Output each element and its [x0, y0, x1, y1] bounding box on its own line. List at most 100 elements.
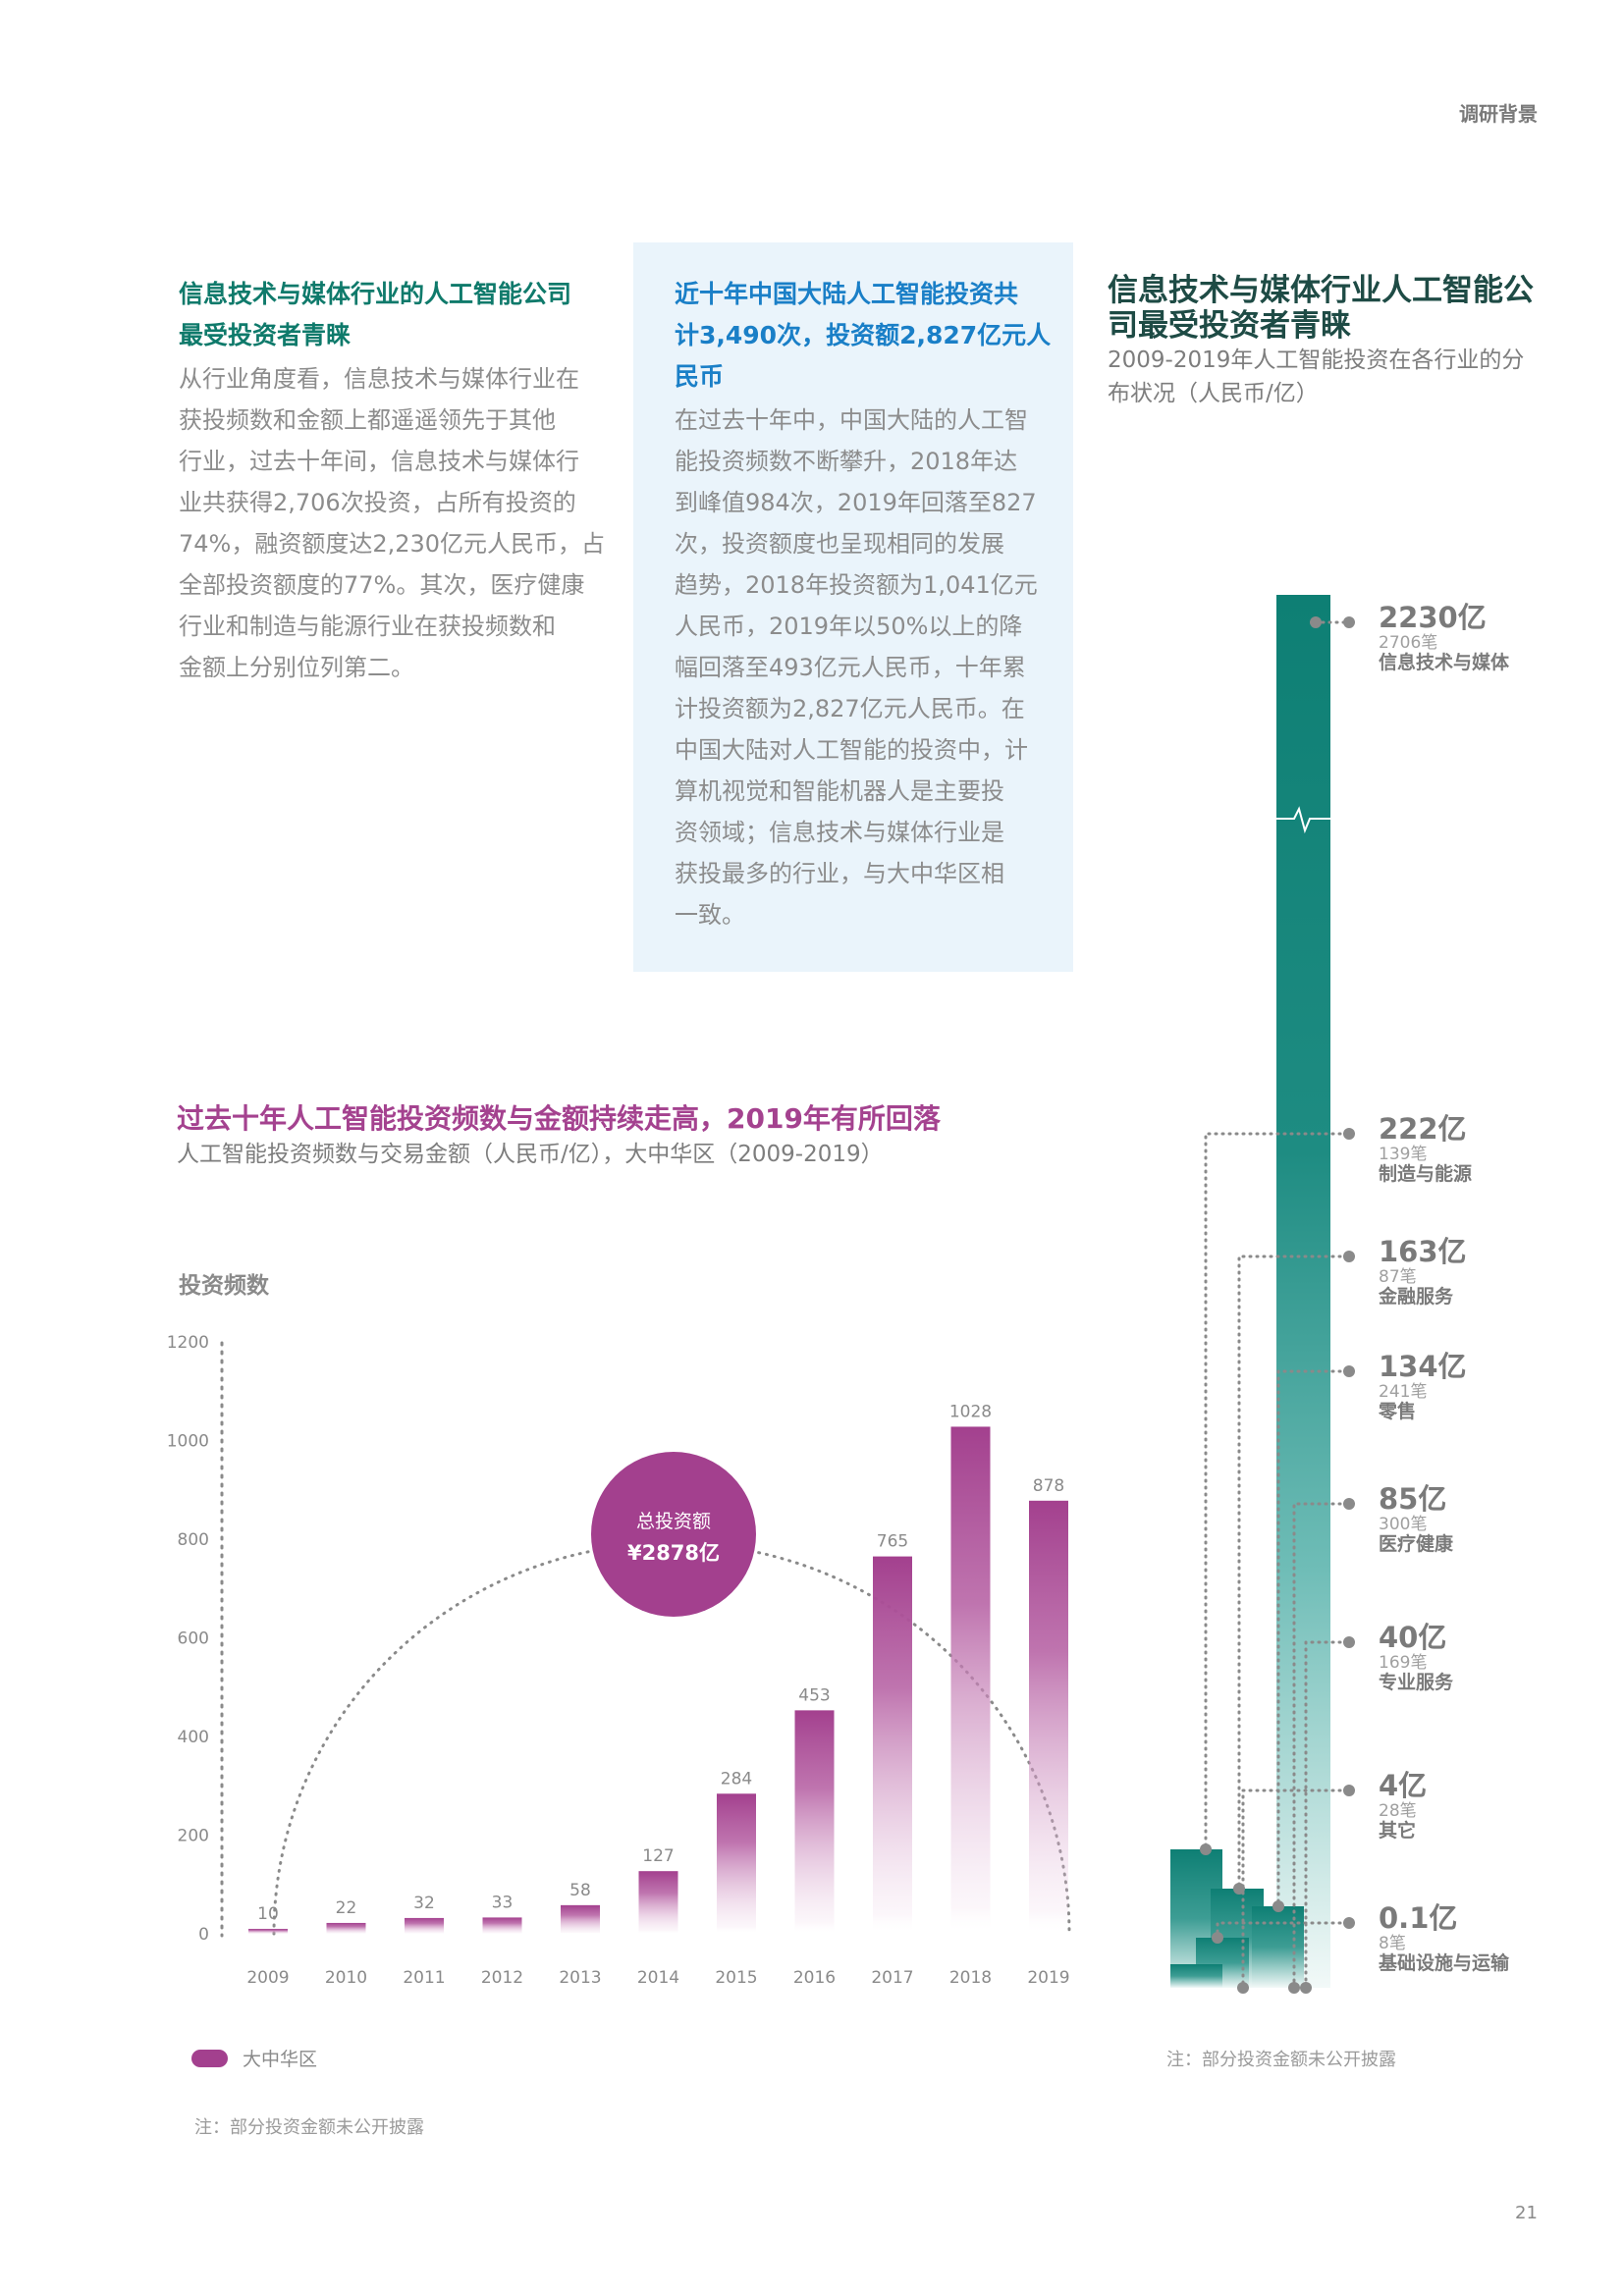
body-line: 行业，过去十年间，信息技术与媒体行 — [179, 448, 579, 475]
body-line: 到峰值984次，2019年回落至827 — [675, 489, 1037, 516]
data-label: 1028 — [949, 1402, 992, 1421]
industry-label-4: 134亿 241笔 零售 — [1379, 1350, 1467, 1422]
annotation-value: ¥2878亿 — [626, 1541, 721, 1565]
total-investment-circle — [591, 1452, 756, 1617]
amount-label: 40亿 — [1379, 1621, 1447, 1654]
body-line: 从行业角度看，信息技术与媒体行业在 — [179, 365, 579, 393]
label-dot — [1343, 1785, 1355, 1796]
industry-chart-title-text: 信息技术与媒体行业人工智能公司最受投资者青睐 — [1108, 273, 1534, 344]
industry-chart-title: 信息技术与媒体行业人工智能公司最受投资者青睐 — [1108, 273, 1559, 344]
connector-dot — [1212, 1932, 1223, 1944]
small-bar-5 — [1170, 1964, 1222, 1988]
industry-label-8: 0.1亿 8笔 基础设施与运输 — [1379, 1901, 1509, 1973]
y-tick-label: 1200 — [167, 1333, 209, 1353]
connector-dot — [1200, 1843, 1212, 1855]
industry-label-2: 222亿 139笔 制造与能源 — [1379, 1112, 1473, 1185]
subtitle-line: 布状况（人民币/亿） — [1108, 381, 1319, 406]
bar-2015 — [717, 1793, 756, 1934]
industry-name: 零售 — [1379, 1400, 1417, 1422]
data-label: 878 — [1033, 1476, 1064, 1496]
count-label: 28笔 — [1379, 1800, 1417, 1821]
industry-label-5: 85亿 300笔 医疗健康 — [1379, 1483, 1454, 1555]
y-tick-label: 1000 — [167, 1432, 209, 1452]
count-label: 8笔 — [1379, 1933, 1406, 1953]
y-tick-label: 400 — [178, 1728, 209, 1747]
y-tick-label: 0 — [198, 1925, 209, 1945]
industry-label-7: 4亿 28笔 其它 — [1379, 1769, 1428, 1841]
x-tick-label: 2015 — [715, 1968, 757, 1988]
connector-line — [1276, 1369, 1349, 1908]
legend-swatch — [191, 2049, 228, 2067]
body-line: 74%，融资额度达2,230亿元人民币，占 — [179, 530, 606, 558]
body-line: 行业和制造与能源行业在获投频数和 — [179, 613, 556, 640]
heading-line: 信息技术与媒体行业的人工智能公司 — [179, 280, 572, 308]
amount-label: 0.1亿 — [1379, 1901, 1458, 1935]
axis-break-icon — [1276, 806, 1330, 834]
body-line: 幅回落至493亿元人民币，十年累 — [675, 654, 1026, 681]
y-tick-label: 200 — [178, 1827, 209, 1846]
x-tick-label: 2012 — [481, 1968, 523, 1988]
data-label: 127 — [642, 1846, 674, 1866]
industry-label-6: 40亿 169笔 专业服务 — [1379, 1621, 1453, 1692]
subtitle-line: 2009-2019年人工智能投资在各行业的分 — [1108, 347, 1525, 373]
bar-2012 — [482, 1917, 522, 1934]
connector-dot — [1288, 1982, 1300, 1994]
data-label: 33 — [492, 1893, 514, 1912]
bar-2018 — [950, 1426, 991, 1934]
amount-label: 222亿 — [1379, 1112, 1467, 1146]
frequency-chart-subtitle: 人工智能投资频数与交易金额（人民币/亿），大中华区（2009-2019） — [177, 1142, 884, 1167]
x-tick-label: 2013 — [559, 1968, 601, 1988]
bar-2009 — [248, 1928, 288, 1934]
small-bar-3 — [1252, 1906, 1304, 1988]
data-label: 765 — [877, 1532, 908, 1552]
body-line: 业共获得2,706次投资，占所有投资的 — [179, 489, 576, 516]
industry-name: 制造与能源 — [1379, 1162, 1473, 1185]
label-dot — [1343, 1251, 1355, 1262]
connector-line — [1204, 1132, 1349, 1851]
x-tick-label: 2017 — [871, 1968, 913, 1988]
body-line: 一致。 — [675, 901, 745, 929]
y-tick-label: 600 — [178, 1629, 209, 1649]
industry-label-1: 2230亿 2706笔 信息技术与媒体 — [1379, 602, 1509, 672]
data-label: 10 — [257, 1904, 279, 1924]
x-tick-label: 2009 — [246, 1968, 289, 1988]
data-label: 58 — [569, 1881, 591, 1900]
x-tick-label: 2011 — [403, 1968, 445, 1988]
bar-2016 — [794, 1710, 835, 1934]
amount-label: 4亿 — [1379, 1769, 1428, 1802]
connector-dot — [1237, 1982, 1249, 1994]
data-label: 32 — [413, 1894, 435, 1913]
count-label: 300笔 — [1379, 1514, 1428, 1534]
amount-trend-arc — [272, 1541, 1071, 1936]
count-label: 2706笔 — [1379, 632, 1438, 653]
annotation-label: 总投资额 — [635, 1511, 711, 1532]
body-line: 在过去十年中，中国大陆的人工智 — [675, 406, 1028, 434]
body-line: 金额上分别位列第二。 — [179, 654, 414, 681]
connector-line — [1304, 1640, 1349, 1990]
data-label: 284 — [721, 1769, 752, 1789]
body-line: 能投资频数不断攀升，2018年达 — [675, 448, 1018, 475]
label-dot — [1343, 1636, 1355, 1648]
frequency-chart-title: 过去十年人工智能投资频数与金额持续走高，2019年有所回落 — [177, 1102, 941, 1135]
amount-label: 134亿 — [1379, 1350, 1467, 1383]
annotation-circle-text: 总投资额 ¥2878亿 — [591, 1507, 756, 1567]
legend: 大中华区 — [191, 2045, 317, 2071]
x-tick-label: 2014 — [637, 1968, 679, 1988]
body-line: 人民币，2019年以50%以上的降 — [675, 613, 1023, 640]
label-dot — [1343, 1498, 1355, 1510]
x-tick-label: 2010 — [325, 1968, 367, 1988]
body-line: 算机视觉和智能机器人是主要投 — [675, 777, 1004, 805]
x-tick-label: 2018 — [949, 1968, 992, 1988]
data-label: 22 — [336, 1898, 357, 1918]
legend-label: 大中华区 — [243, 2049, 318, 2070]
label-dot — [1343, 1917, 1355, 1929]
label-dot — [1343, 1365, 1355, 1377]
connector-dot — [1300, 1982, 1312, 1994]
y-tick-label: 800 — [178, 1530, 209, 1550]
heading-line: 民币 — [675, 362, 725, 391]
industry-name: 医疗健康 — [1379, 1532, 1454, 1555]
bar-2017 — [873, 1556, 912, 1934]
left-note: 注：部分投资金额未公开披露 — [194, 2117, 424, 2138]
